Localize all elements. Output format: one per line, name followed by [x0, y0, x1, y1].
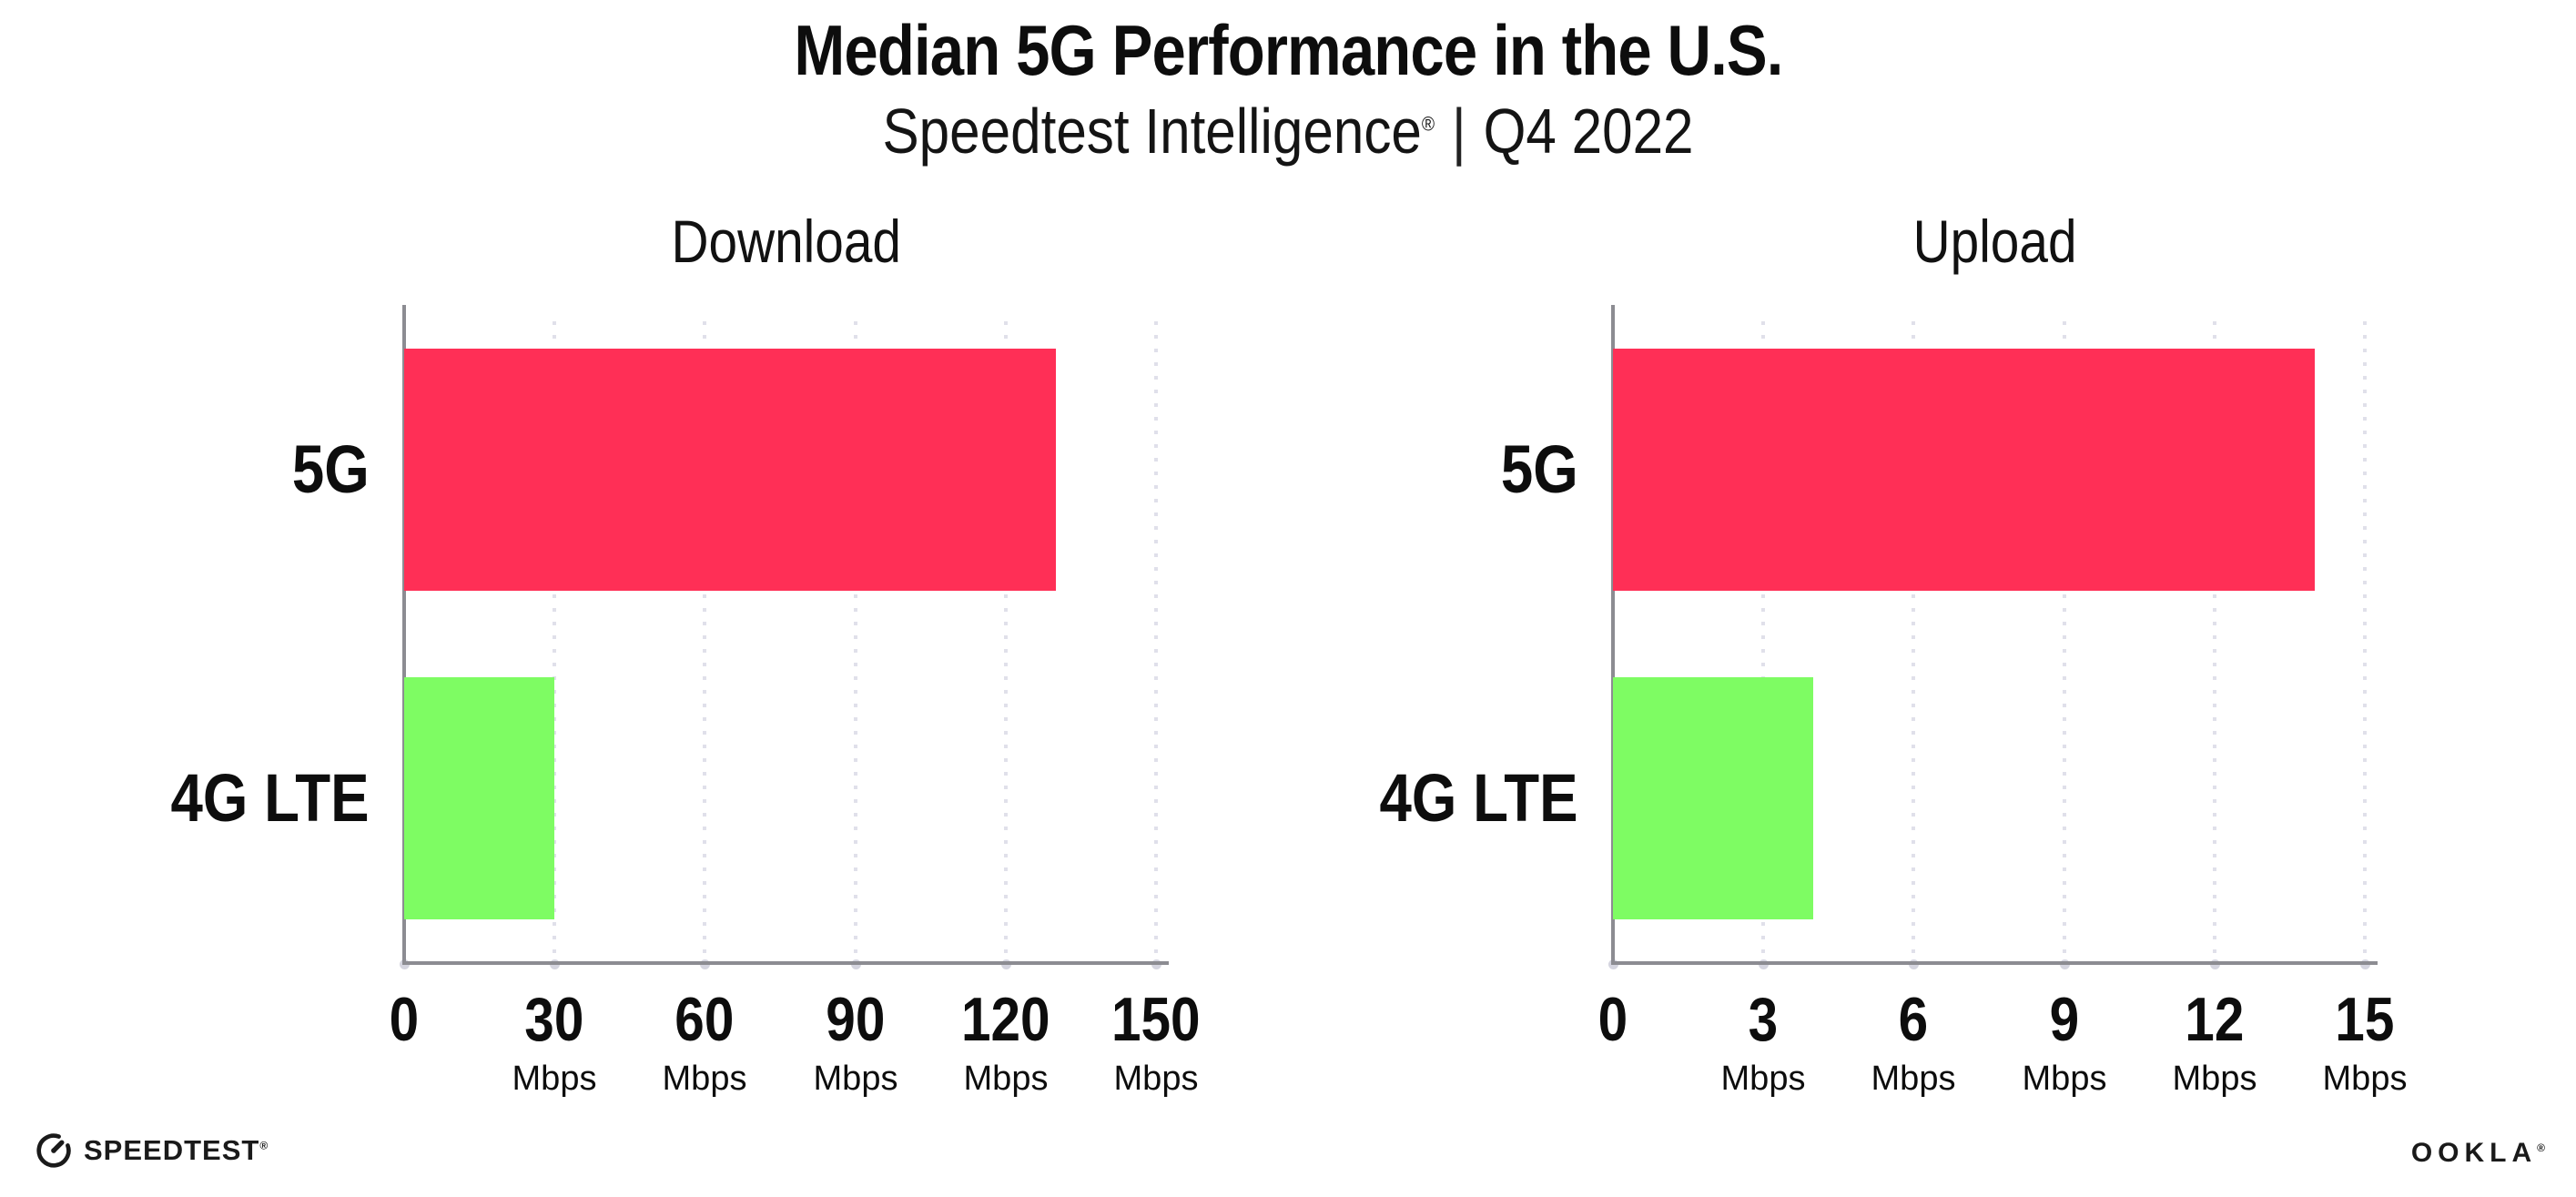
subtitle-period: Q4 2022 [1483, 96, 1694, 167]
registered-mark: ® [1421, 112, 1435, 136]
upload-x-tick-value-15: 15 [2335, 985, 2395, 1054]
upload-x-tick-value-0: 0 [1597, 985, 1628, 1054]
download-x-tick-unit-30: Mbps [512, 1060, 597, 1098]
download-x-tick-unit-60: Mbps [662, 1060, 747, 1098]
download-gridline-60 [703, 321, 706, 963]
download-gridline-90 [854, 321, 857, 963]
upload-x-tick-label-0: 0 [1513, 987, 1713, 1052]
upload-gridline-15 [2363, 321, 2367, 963]
download-x-tick-value-30: 30 [524, 985, 584, 1054]
upload-x-tick-value-9: 9 [2049, 985, 2080, 1054]
upload-x-tick-value-12: 12 [2185, 985, 2245, 1054]
upload-x-tick-label-15: 15 Mbps [2265, 987, 2465, 1098]
upload-chart-plot: Upload 0 3 Mbps 6 Mbps 9 Mbps 12 Mbps 15 Mbps 5G 4G … [1380, 208, 2408, 1098]
download-bar-5g [404, 349, 1056, 591]
download-x-tick-label-30: 30 Mbps [454, 987, 654, 1098]
upload-x-tick-unit-15: Mbps [2322, 1060, 2408, 1098]
download-gridline-150 [1154, 321, 1158, 963]
speedtest-registered-mark: ® [259, 1139, 269, 1152]
download-x-tick-label-60: 60 Mbps [604, 987, 805, 1098]
upload-gridline-6 [1912, 321, 1915, 963]
download-x-tick-value-0: 0 [389, 985, 420, 1054]
download-x-tick-unit-150: Mbps [1113, 1060, 1199, 1098]
upload-x-tick-label-6: 6 Mbps [1813, 987, 2013, 1098]
download-x-tick-label-120: 120 Mbps [906, 987, 1106, 1098]
ookla-logo: OOKLA® [2411, 1138, 2551, 1169]
ookla-logo-text: OOKLA® [2410, 1138, 2551, 1168]
speedtest-logo-text: SPEEDTEST® [84, 1134, 269, 1166]
upload-gridline-3 [1761, 321, 1765, 963]
upload-x-tick-unit-3: Mbps [1720, 1060, 1806, 1098]
page-title: Median 5G Performance in the U.S. [793, 10, 1783, 90]
subtitle-divider: | [1451, 96, 1466, 167]
page-subtitle: Speedtest Intelligence® | Q4 2022 [0, 95, 2576, 167]
upload-bar-4g-lte [1613, 677, 1813, 919]
download-bar-4g-lte [404, 677, 554, 919]
subtitle-brand: Speedtest Intelligence [882, 96, 1422, 167]
download-x-tick-label-90: 90 Mbps [756, 987, 956, 1098]
upload-y-axis [1611, 305, 1615, 963]
download-x-tick-value-120: 120 [961, 985, 1050, 1054]
upload-x-tick-label-3: 3 Mbps [1663, 987, 1863, 1098]
speedtest-gauge-icon [36, 1133, 71, 1168]
download-gridline-30 [553, 321, 556, 963]
upload-x-tick-label-9: 9 Mbps [1964, 987, 2165, 1098]
speedtest-logo: SPEEDTEST® [35, 1131, 269, 1170]
upload-bar-5g [1613, 349, 2315, 591]
download-y-axis [402, 305, 406, 963]
upload-gridline-12 [2213, 321, 2216, 963]
download-x-tick-value-60: 60 [674, 985, 735, 1054]
ookla-registered-mark: ® [2537, 1141, 2551, 1154]
upload-x-tick-value-6: 6 [1898, 985, 1929, 1054]
download-x-tick-label-150: 150 Mbps [1056, 987, 1256, 1098]
download-x-axis [402, 961, 1169, 965]
download-x-tick-value-90: 90 [826, 985, 886, 1054]
download-x-tick-unit-90: Mbps [813, 1060, 898, 1098]
download-x-tick-value-150: 150 [1111, 985, 1201, 1054]
download-chart-plot: Download 0 30 Mbps 60 Mbps 90 Mbps 120 Mbps 150 Mb… [171, 208, 1201, 1098]
download-chart-title: Download [671, 208, 902, 275]
upload-chart-title: Upload [1913, 208, 2077, 275]
upload-gridline-9 [2063, 321, 2066, 963]
upload-x-tick-unit-12: Mbps [2172, 1060, 2257, 1098]
upload-x-tick-value-3: 3 [1748, 985, 1779, 1054]
upload-x-tick-unit-9: Mbps [2022, 1060, 2107, 1098]
upload-category-label-5g: 5G [1501, 431, 1578, 507]
download-x-tick-label-0: 0 [304, 987, 504, 1052]
download-gridline-120 [1004, 321, 1008, 963]
upload-x-tick-unit-6: Mbps [1871, 1060, 1956, 1098]
download-x-tick-unit-120: Mbps [963, 1060, 1049, 1098]
download-category-label-4g-lte: 4G LTE [170, 760, 370, 836]
upload-category-label-4g-lte: 4G LTE [1379, 760, 1578, 836]
download-category-label-5g: 5G [292, 431, 370, 507]
upload-x-tick-label-12: 12 Mbps [2115, 987, 2315, 1098]
upload-x-axis [1611, 961, 2378, 965]
